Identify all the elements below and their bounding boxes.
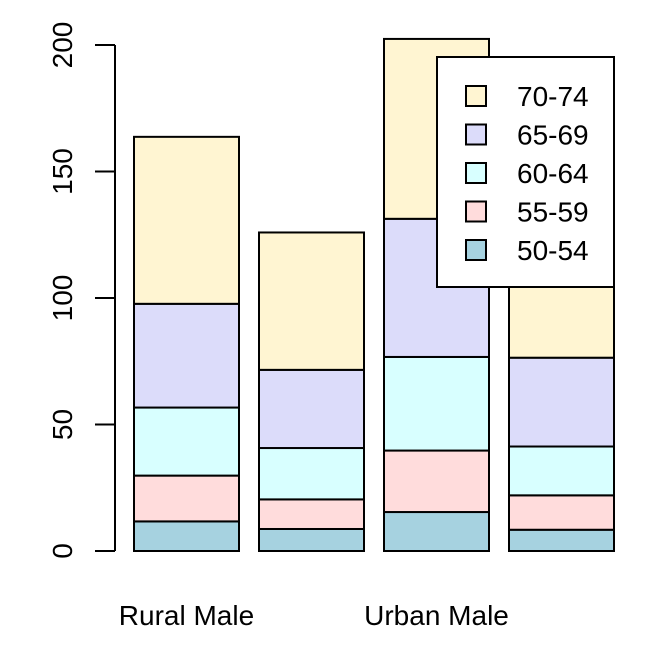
legend-label-60-64: 60-64 [517, 158, 589, 189]
bar-segment-urban-female-55-59 [508, 494, 615, 531]
y-tick-label: 0 [47, 543, 78, 559]
bars-group [133, 37, 615, 553]
legend-label-65-69: 65-69 [517, 120, 589, 151]
bar-segment-urban-female-50-54 [508, 528, 615, 552]
bar-segment-rural-female-60-64 [258, 447, 365, 501]
bar-segment-rural-male-55-59 [133, 474, 240, 523]
legend-swatch-65-69 [465, 123, 487, 146]
x-category-label: Rural Male [119, 600, 254, 631]
x-category-label: Urban Male [364, 600, 509, 631]
bar-segment-rural-female-70-74 [258, 231, 365, 371]
y-tick-label: 200 [47, 22, 78, 69]
bar-segment-urban-male-50-54 [383, 511, 490, 553]
x-axis-labels: Rural Male Urban Male [119, 600, 509, 631]
bar-segment-urban-male-60-64 [383, 355, 490, 452]
bar-segment-rural-male-60-64 [133, 406, 240, 477]
bar-segment-urban-male-55-59 [383, 449, 490, 514]
bar-segment-urban-female-60-64 [508, 445, 615, 497]
y-axis: 0 50 100 150 200 [47, 22, 116, 559]
legend-swatch-60-64 [465, 162, 487, 184]
bar-segment-urban-female-65-69 [508, 356, 615, 448]
legend-swatch-50-54 [465, 239, 487, 261]
bar-segment-rural-female-55-59 [258, 498, 365, 530]
legend-label-55-59: 55-59 [517, 197, 589, 228]
bar-segment-rural-male-65-69 [133, 302, 240, 409]
legend: 70-74 65-69 60-64 55-59 50-54 [436, 56, 615, 288]
legend-swatch-70-74 [465, 85, 487, 107]
bar-segment-rural-female-50-54 [258, 527, 365, 553]
legend-swatch-55-59 [465, 200, 487, 223]
y-tick-label: 100 [47, 275, 78, 322]
bar-segment-rural-male-50-54 [133, 520, 240, 552]
legend-label-50-54: 50-54 [517, 235, 589, 266]
legend-label-70-74: 70-74 [517, 81, 589, 112]
bar-segment-rural-male-70-74 [133, 135, 240, 305]
y-tick-label: 50 [47, 409, 78, 440]
bar-segment-rural-female-65-69 [258, 368, 365, 450]
y-tick-label: 150 [47, 148, 78, 195]
